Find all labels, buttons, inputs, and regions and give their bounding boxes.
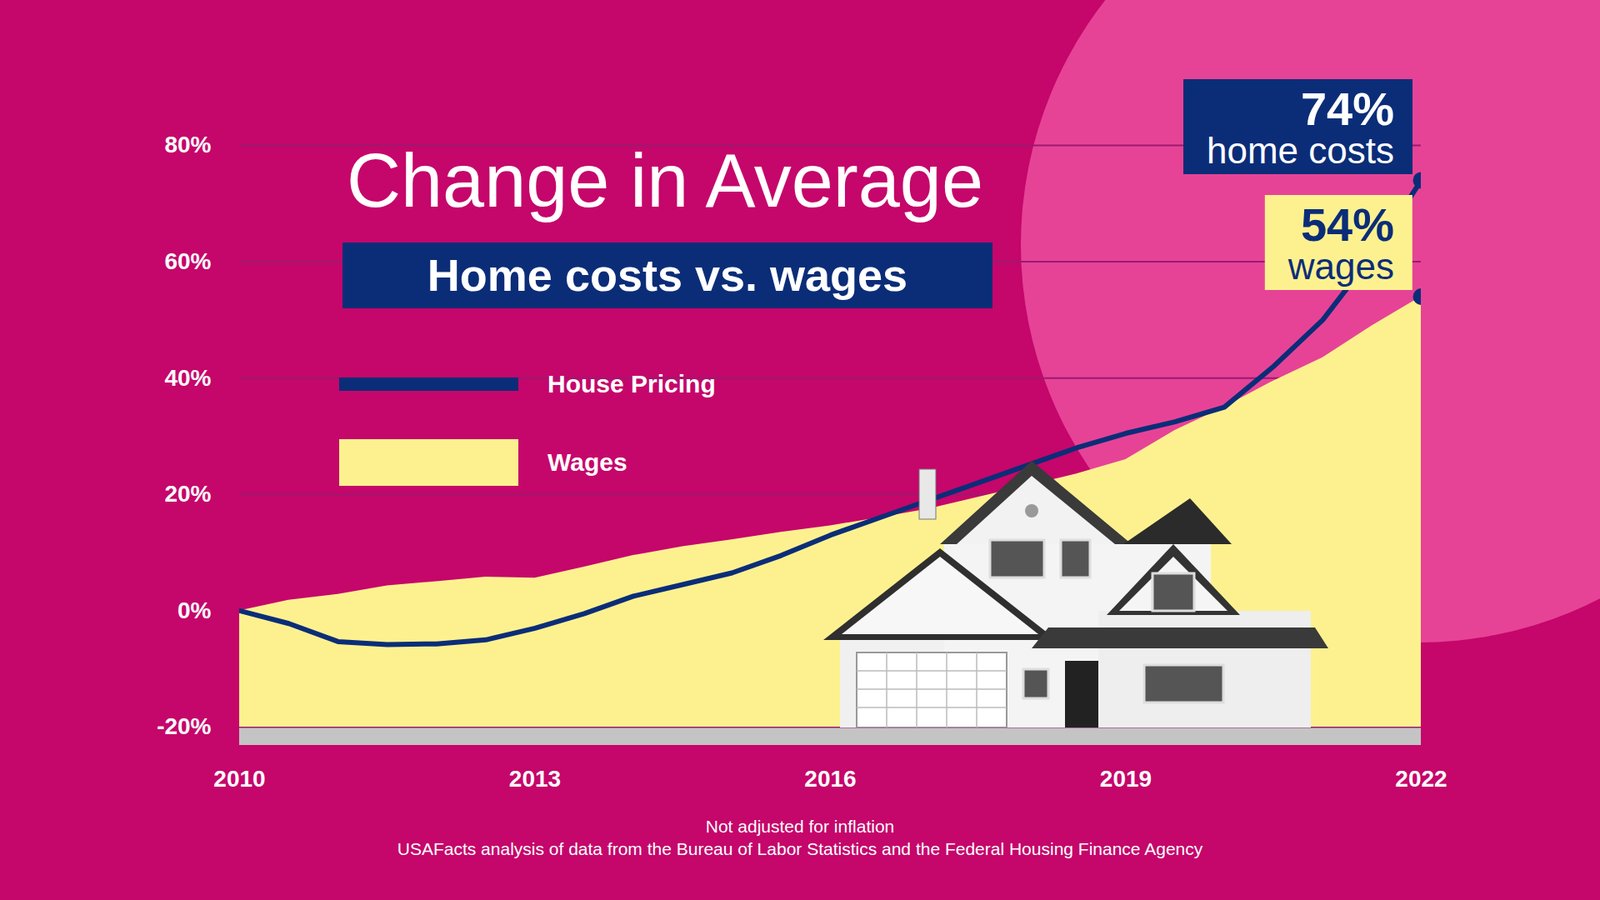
svg-text:2019: 2019	[1100, 765, 1152, 792]
html-text:Change in Average: Change in Average	[346, 139, 984, 223]
svg-text:80%: 80%	[164, 131, 211, 158]
html-text:home costs: home costs	[1206, 129, 1395, 171]
html-text:Wages: Wages	[547, 448, 628, 476]
html-text:Home costs vs. wages: Home costs vs. wages	[427, 250, 908, 300]
html-text:54%: 54%	[1300, 198, 1395, 252]
svg-text:0%: 0%	[177, 597, 212, 624]
html-text:74%: 74%	[1300, 82, 1395, 135]
svg-text:60%: 60%	[164, 248, 211, 275]
svg-text:-20%: -20%	[156, 713, 211, 740]
html-text:USAFacts analysis of data from: USAFacts analysis of data from the Burea…	[397, 839, 1203, 859]
svg-text:2013: 2013	[509, 765, 561, 792]
svg-text:2016: 2016	[804, 765, 856, 792]
svg-text:20%: 20%	[164, 480, 211, 507]
svg-text:2022: 2022	[1395, 765, 1447, 792]
html-text:wages: wages	[1288, 246, 1395, 288]
html-text:House Pricing: House Pricing	[547, 370, 716, 398]
svg-text:40%: 40%	[164, 365, 211, 391]
svg-text:2010: 2010	[213, 765, 265, 792]
html-text:Not adjusted for inflation: Not adjusted for inflation	[705, 816, 895, 836]
